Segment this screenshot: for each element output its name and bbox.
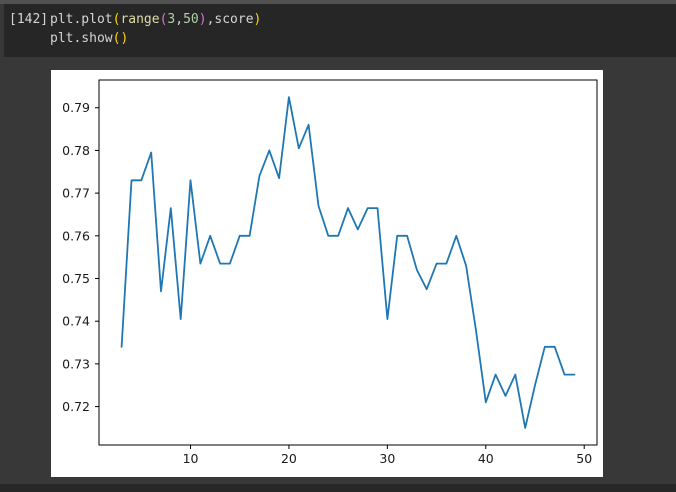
figure-output: 10 20 30 40 50 0.72 0.73 0.74 0.75 0.76 0.77 0.78 0.… [51,70,603,477]
x-tick-label: 10 [183,451,199,466]
y-tick-label: 0.72 [62,399,90,414]
axes-frame [98,79,598,446]
code-token: plt.plot [50,12,113,27]
code-token: ) [253,12,262,27]
code-line: plt.show() [50,29,261,48]
code-token: plt.show [50,31,113,46]
x-tick-label: 20 [281,451,297,466]
y-tick-label: 0.76 [62,228,90,243]
code-token: range [120,12,160,27]
code-token: ( [112,31,121,46]
code-token: ) [198,12,207,27]
y-tick-label: 0.79 [62,100,90,115]
code-token: ,score [206,12,254,27]
next-cell-edge [0,484,676,492]
code-token: 50 [183,12,199,27]
y-tick-label: 0.77 [62,186,90,201]
y-tick-label: 0.74 [62,314,90,329]
x-tick-label: 40 [478,451,494,466]
plot-line [120,96,576,429]
code-editor[interactable]: plt.plot(range(3,50),score) plt.show() [50,10,261,48]
code-token: ( [159,12,168,27]
code-token: , [175,12,184,27]
code-token: ( [112,12,121,27]
notebook-toolbar-edge [0,0,676,4]
code-token: 3 [167,12,176,27]
execution-count-label: [142] [9,12,49,27]
chart-canvas: 10 20 30 40 50 0.72 0.73 0.74 0.75 0.76 0.77 0.78 0.… [62,79,598,466]
x-tick-label: 50 [576,451,592,466]
code-line: plt.plot(range(3,50),score) [50,10,261,29]
y-tick-label: 0.78 [62,143,90,158]
y-tick-label: 0.75 [62,271,90,286]
y-tick-label: 0.73 [62,356,90,371]
code-token: ) [120,31,129,46]
x-tick-label: 30 [379,451,395,466]
code-cell[interactable]: [142] plt.plot(range(3,50),score) plt.sho… [4,4,676,57]
